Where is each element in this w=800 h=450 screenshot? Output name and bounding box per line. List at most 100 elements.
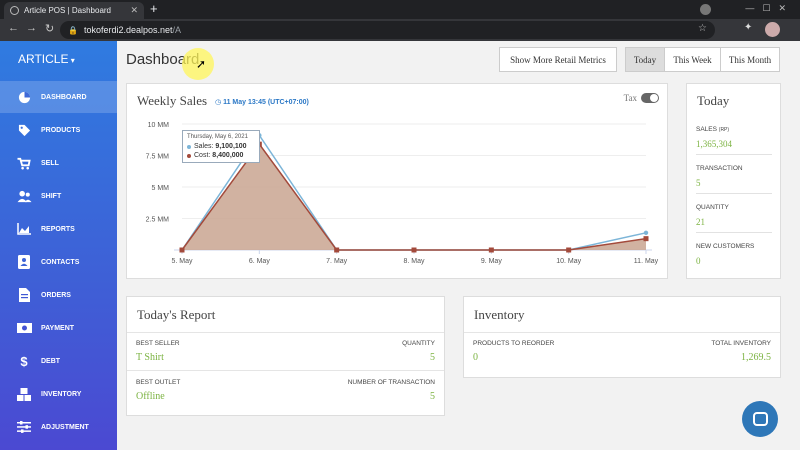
todays-report-title: Today's Report (137, 307, 216, 322)
cursor-highlight (182, 48, 214, 80)
total-inventory-value: 1,269.5 (741, 352, 771, 363)
forward-icon[interactable]: → (26, 22, 37, 34)
page-title: Dashboard (126, 51, 200, 68)
window-controls[interactable]: —☐✕ (745, 3, 794, 13)
tab-this-week[interactable]: This Week (664, 47, 721, 72)
sidebar-item-label: SELL (41, 159, 59, 167)
weekly-sales-card: Weekly Sales ◷ 11 May 13:45 (UTC+07:00) … (126, 83, 668, 279)
sales-point (643, 230, 649, 235)
brand-menu[interactable]: ARTICLE ▾ (18, 52, 75, 66)
caret-down-icon: ▾ (68, 56, 75, 65)
todays-report-card: Today's Report BEST SELLER T Shirt QUANT… (126, 296, 445, 416)
weekly-sales-date-text: 11 May 13:45 (UTC+07:00) (223, 99, 309, 106)
divider (696, 232, 772, 233)
chat-icon (752, 412, 768, 426)
extensions-icon[interactable]: ✦ (744, 22, 753, 33)
cost-point (488, 247, 494, 253)
sidebar-item-inventory[interactable]: INVENTORY (0, 378, 117, 410)
sidebar-item-debt[interactable]: $ DEBT (0, 345, 117, 377)
area-chart-icon (16, 222, 32, 236)
lock-icon: 🔒 (68, 25, 78, 35)
browser-tab-bar: Article POS | Dashboard ✕ + —☐✕ (0, 0, 800, 19)
bookmark-star-icon[interactable]: ☆ (698, 23, 707, 34)
today-card: Today SALES (RP) 1,365,304 TRANSACTION 5… (686, 83, 781, 279)
cost-point (334, 247, 340, 253)
users-icon (16, 189, 32, 203)
sidebar-item-sell[interactable]: SELL (0, 147, 117, 179)
transactions-value: 5 (430, 391, 435, 402)
quantity-value: 21 (696, 217, 705, 227)
sidebar-item-adjustment[interactable]: ADJUSTMENT (0, 411, 117, 443)
quantity-label: QUANTITY (402, 340, 435, 347)
divider (696, 193, 772, 194)
cost-area (182, 144, 646, 250)
reorder-label: PRODUCTS TO REORDER (473, 340, 555, 347)
back-icon[interactable]: ← (8, 22, 19, 34)
tooltip-cost-row: Cost: 8,400,000 (187, 151, 255, 160)
sidebar-item-payment[interactable]: PAYMENT (0, 312, 117, 344)
document-icon (16, 288, 32, 302)
y-tick-label: 7.5 MM (146, 154, 170, 161)
tab-today[interactable]: Today (625, 47, 665, 72)
best-outlet-value: Offline (136, 391, 165, 402)
x-tick-label: 7. May (326, 258, 348, 265)
today-title: Today (697, 93, 730, 108)
sidebar-item-orders[interactable]: ORDERS (0, 279, 117, 311)
main-content: Dashboard ➚ Show More Retail Metrics Tod… (117, 41, 800, 450)
tax-toggle[interactable]: Tax (624, 93, 659, 103)
pie-chart-icon (16, 90, 32, 104)
weekly-sales-title: Weekly Sales (137, 93, 208, 108)
y-tick-label: 2.5 MM (146, 217, 170, 224)
sidebar-item-label: DEBT (41, 357, 61, 365)
money-icon (16, 321, 32, 335)
browser-avatar[interactable] (765, 22, 780, 37)
toggle-switch[interactable] (641, 93, 659, 103)
weekly-sales-chart[interactable]: 2.5 MM 5 MM 7.5 MM 10 MM 5. May 6. May 7. May 8… (127, 84, 669, 280)
tab-this-month[interactable]: This Month (720, 47, 780, 72)
mouse-cursor-icon: ➚ (196, 57, 207, 71)
sidebar-item-label: PRODUCTS (41, 126, 81, 134)
x-tick-label: 5. May (171, 258, 193, 265)
dollar-icon: $ (20, 353, 28, 369)
address-bar: ← → ↻ 🔒 tokoferdi2.dealpos.net/A ☆ ✦ (0, 19, 800, 41)
reload-icon[interactable]: ↻ (45, 23, 55, 35)
show-more-retail-metrics-button[interactable]: Show More Retail Metrics (499, 47, 617, 72)
chat-button[interactable] (742, 401, 778, 437)
sidebar-item-shift[interactable]: SHIFT (0, 180, 117, 212)
sidebar-item-products[interactable]: PRODUCTS (0, 114, 117, 146)
sidebar-item-label: CONTACTS (41, 258, 80, 266)
sidebar-item-label: SHIFT (41, 192, 62, 200)
divider (127, 370, 444, 371)
globe-icon (10, 6, 19, 15)
sales-value: 1,365,304 (696, 139, 732, 149)
tooltip-cost-value: 8,400,000 (212, 152, 244, 159)
transactions-label: NUMBER OF TRANSACTION (347, 379, 435, 386)
profile-icon[interactable] (700, 4, 711, 15)
sidebar: ARTICLE ▾ DASHBOARD PRODUCTS SELL SHIFT … (0, 41, 117, 450)
close-tab-icon[interactable]: ✕ (130, 5, 138, 15)
browser-tab[interactable]: Article POS | Dashboard ✕ (4, 2, 144, 19)
inventory-card: Inventory PRODUCTS TO REORDER 0 TOTAL IN… (463, 296, 781, 378)
best-outlet-label: BEST OUTLET (136, 379, 181, 386)
sidebar-item-contacts[interactable]: CONTACTS (0, 246, 117, 278)
best-seller-label: BEST SELLER (136, 340, 180, 347)
inventory-title: Inventory (474, 307, 525, 322)
cost-point (566, 247, 572, 253)
x-tick-label: 11. May (634, 258, 659, 265)
x-tick-label: 10. May (556, 258, 581, 265)
sidebar-item-dashboard[interactable]: DASHBOARD (0, 81, 117, 113)
new-customers-value: 0 (696, 256, 701, 266)
cost-dot-icon (187, 153, 191, 158)
quantity-value: 5 (430, 352, 435, 363)
new-tab-icon[interactable]: + (150, 1, 158, 16)
url-field[interactable]: 🔒 tokoferdi2.dealpos.net/A ☆ (60, 21, 715, 39)
sidebar-item-label: DASHBOARD (41, 93, 87, 101)
sidebar-item-reports[interactable]: REPORTS (0, 213, 117, 245)
x-tick-label: 6. May (249, 258, 271, 265)
total-inventory-label: TOTAL INVENTORY (711, 340, 771, 347)
weekly-sales-date: ◷ 11 May 13:45 (UTC+07:00) (215, 98, 309, 106)
cost-point (643, 236, 649, 242)
new-customers-label: NEW CUSTOMERS (696, 243, 755, 250)
cost-point (179, 247, 185, 253)
reorder-value: 0 (473, 352, 478, 363)
